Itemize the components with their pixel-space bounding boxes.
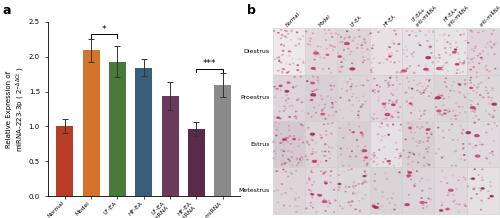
- Bar: [82, 50, 100, 196]
- Bar: [214, 85, 231, 196]
- Text: Normal: Normal: [285, 11, 302, 27]
- Bar: [162, 96, 178, 196]
- Bar: [56, 126, 74, 196]
- Text: HF-EA+
anti-miRNA: HF-EA+ anti-miRNA: [443, 0, 470, 27]
- Bar: [109, 61, 126, 196]
- Text: anti-miRNA: anti-miRNA: [480, 4, 500, 27]
- Text: a: a: [2, 4, 11, 17]
- Text: HF-EA: HF-EA: [382, 13, 396, 27]
- Text: *: *: [102, 25, 106, 34]
- Text: LF-EA: LF-EA: [350, 14, 363, 27]
- Bar: [135, 68, 152, 196]
- Text: Proestrus: Proestrus: [240, 95, 270, 100]
- Bar: [188, 129, 205, 196]
- Text: Metestrus: Metestrus: [239, 188, 270, 193]
- Text: LF-EA+
anti-miRNA: LF-EA+ anti-miRNA: [410, 0, 438, 27]
- Text: Estrus: Estrus: [250, 142, 270, 147]
- Y-axis label: Relative Expression of
miRNA-223-3p ( 2$^{-\Delta\Delta Ct}$ ): Relative Expression of miRNA-223-3p ( 2$…: [6, 66, 26, 152]
- Text: Model: Model: [318, 13, 332, 27]
- Text: b: b: [248, 4, 256, 17]
- Text: ***: ***: [203, 59, 216, 68]
- Text: Diestrus: Diestrus: [244, 49, 270, 54]
